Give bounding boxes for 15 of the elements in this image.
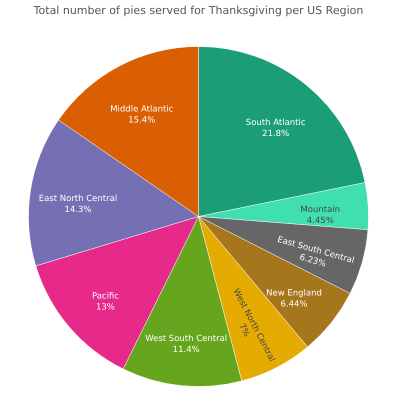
data-label: 21.8%	[262, 129, 290, 139]
slice-label: Mountain	[300, 204, 340, 215]
data-label: 14.3%	[64, 204, 92, 215]
chart-title: Total number of pies served for Thanksgiving per US Region	[32, 4, 364, 17]
slice-label: South Atlantic	[246, 118, 306, 128]
slice-label: Middle Atlantic	[110, 104, 174, 114]
data-label: 15.4%	[128, 115, 156, 126]
data-label: 4.45%	[306, 216, 334, 226]
slice-label: Pacific	[92, 291, 120, 302]
data-label: 6.44%	[280, 299, 308, 310]
slice-label: New England	[266, 288, 322, 298]
data-label: 11.4%	[172, 344, 200, 355]
slice-label: East North Central	[38, 194, 118, 204]
slice-label: West South Central	[145, 334, 228, 344]
data-label: 13%	[96, 302, 115, 312]
